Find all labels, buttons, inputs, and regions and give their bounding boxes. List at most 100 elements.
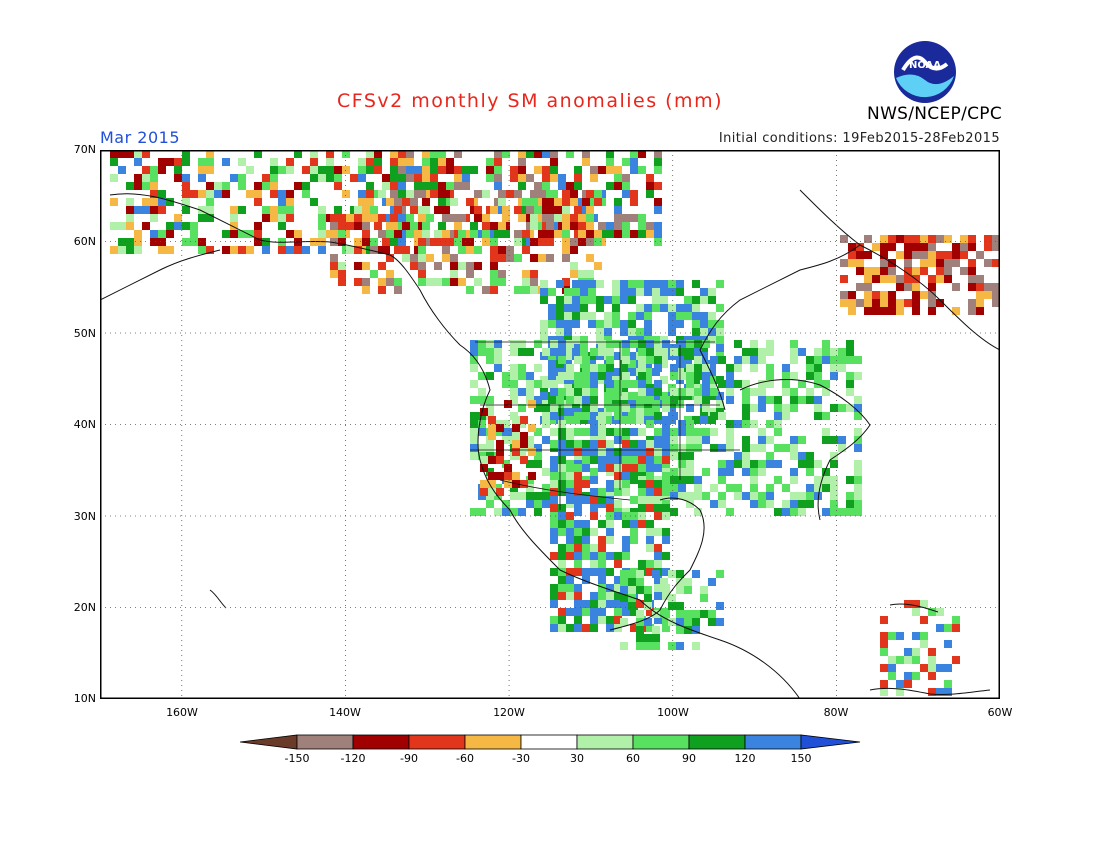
anomaly-cell xyxy=(904,251,912,259)
anomaly-cell xyxy=(854,356,862,364)
anomaly-cell xyxy=(518,340,526,348)
anomaly-cell xyxy=(550,600,558,608)
anomaly-cell xyxy=(646,356,654,364)
anomaly-cell xyxy=(590,552,598,560)
anomaly-cell xyxy=(470,420,478,428)
anomaly-cell xyxy=(254,198,262,206)
anomaly-cell xyxy=(928,688,936,696)
anomaly-cell xyxy=(718,356,726,364)
anomaly-cell xyxy=(880,688,888,696)
anomaly-cell xyxy=(814,404,822,412)
anomaly-cell xyxy=(646,608,654,616)
anomaly-cell xyxy=(550,520,558,528)
anomaly-cell xyxy=(110,246,118,254)
anomaly-cell xyxy=(126,238,134,246)
anomaly-cell xyxy=(758,428,766,436)
anomaly-cell xyxy=(556,280,564,288)
anomaly-cell xyxy=(598,552,606,560)
anomaly-cell xyxy=(558,356,566,364)
anomaly-cell xyxy=(558,428,566,436)
anomaly-cell xyxy=(758,348,766,356)
anomaly-cell xyxy=(362,278,370,286)
anomaly-cell xyxy=(622,372,630,380)
anomaly-cell xyxy=(574,552,582,560)
anomaly-cell xyxy=(358,174,366,182)
anomaly-cell xyxy=(366,158,374,166)
anomaly-cell xyxy=(582,428,590,436)
anomaly-cell xyxy=(960,267,968,275)
anomaly-cell xyxy=(654,456,662,464)
anomaly-cell xyxy=(494,356,502,364)
anomaly-cell xyxy=(330,254,338,262)
anomaly-cell xyxy=(134,158,142,166)
anomaly-cell xyxy=(644,368,652,376)
anomaly-cell xyxy=(880,648,888,656)
anomaly-cell xyxy=(814,412,822,420)
anomaly-cell xyxy=(928,283,936,291)
anomaly-cell xyxy=(662,528,670,536)
anomaly-cell xyxy=(342,190,350,198)
anomaly-cell xyxy=(622,544,630,552)
anomaly-cell xyxy=(628,408,636,416)
anomaly-cell xyxy=(896,251,904,259)
anomaly-cell xyxy=(676,618,684,626)
anomaly-cell xyxy=(686,340,694,348)
anomaly-cell xyxy=(548,304,556,312)
anomaly-cell xyxy=(694,364,702,372)
anomaly-cell xyxy=(710,484,718,492)
anomaly-cell xyxy=(512,472,520,480)
anomaly-cell xyxy=(968,307,976,315)
anomaly-cell xyxy=(534,428,542,436)
anomaly-cell xyxy=(574,472,582,480)
anomaly-cell xyxy=(558,520,566,528)
anomaly-cell xyxy=(880,275,888,283)
anomaly-cell xyxy=(644,280,652,288)
anomaly-cell xyxy=(686,436,694,444)
anomaly-cell xyxy=(222,182,230,190)
anomaly-cell xyxy=(928,307,936,315)
anomaly-cell xyxy=(614,584,622,592)
anomaly-cell xyxy=(286,230,294,238)
anomaly-cell xyxy=(790,508,798,516)
anomaly-cell xyxy=(574,380,582,388)
anomaly-cell xyxy=(692,328,700,336)
anomaly-cell xyxy=(686,460,694,468)
anomaly-cell xyxy=(574,464,582,472)
anomaly-cell xyxy=(614,174,622,182)
anomaly-cell xyxy=(718,492,726,500)
anomaly-cell xyxy=(692,570,700,578)
anomaly-cell xyxy=(620,328,628,336)
anomaly-cell xyxy=(174,166,182,174)
anomaly-cell xyxy=(944,235,952,243)
anomaly-cell xyxy=(490,246,498,254)
colorbar-label: -60 xyxy=(456,752,474,765)
anomaly-cell xyxy=(726,428,734,436)
anomaly-cell xyxy=(566,568,574,576)
anomaly-cell xyxy=(848,291,856,299)
anomaly-cell xyxy=(968,299,976,307)
anomaly-cell xyxy=(462,182,470,190)
anomaly-cell xyxy=(270,158,278,166)
anomaly-cell xyxy=(912,243,920,251)
anomaly-cell xyxy=(928,672,936,680)
anomaly-cell xyxy=(550,512,558,520)
anomaly-cell xyxy=(318,222,326,230)
anomaly-cell xyxy=(846,340,854,348)
anomaly-cell xyxy=(278,246,286,254)
anomaly-cell xyxy=(514,190,522,198)
anomaly-cell xyxy=(872,291,880,299)
anomaly-cell xyxy=(692,280,700,288)
anomaly-cell xyxy=(790,356,798,364)
anomaly-cell xyxy=(598,592,606,600)
anomaly-cell xyxy=(566,472,574,480)
anomaly-cell xyxy=(534,460,542,468)
anomaly-cell xyxy=(390,238,398,246)
anomaly-cell xyxy=(992,283,1000,291)
anomaly-cell xyxy=(928,664,936,672)
anomaly-cell xyxy=(830,436,838,444)
anomaly-cell xyxy=(654,480,662,488)
anomaly-cell xyxy=(700,312,708,320)
anomaly-cell xyxy=(684,578,692,586)
anomaly-cell xyxy=(614,404,622,412)
anomaly-cell xyxy=(556,304,564,312)
